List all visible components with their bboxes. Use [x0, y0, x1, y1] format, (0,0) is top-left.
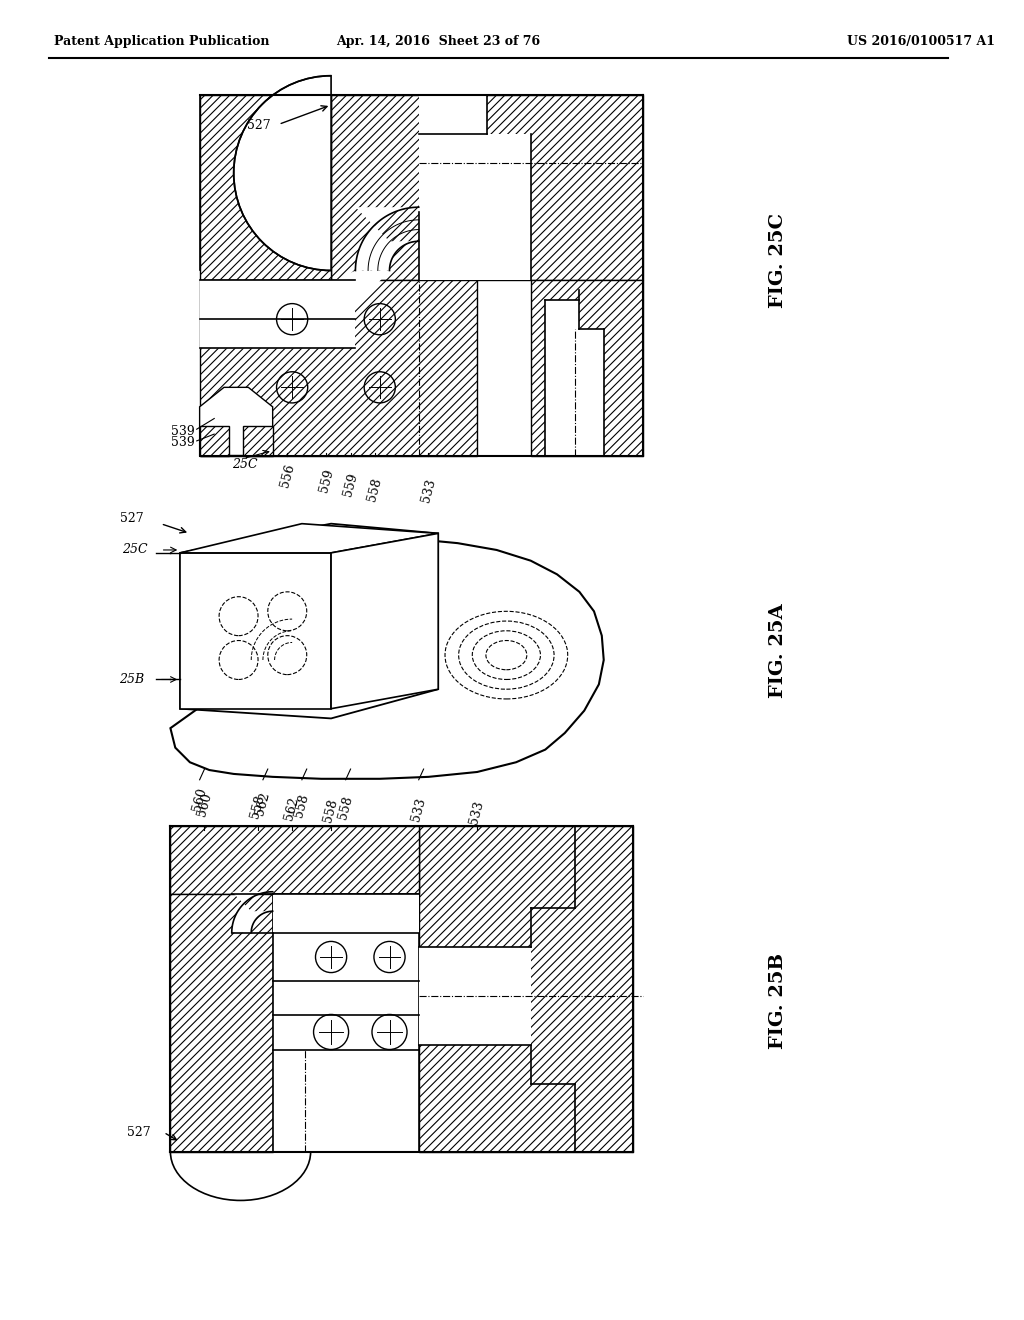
Text: 533: 533	[410, 796, 428, 822]
Text: 559: 559	[316, 467, 336, 494]
Polygon shape	[272, 894, 419, 933]
Polygon shape	[200, 280, 477, 455]
Text: 25C: 25C	[123, 544, 148, 557]
Text: FIG. 25B: FIG. 25B	[769, 953, 787, 1049]
Text: 527: 527	[247, 119, 270, 132]
Polygon shape	[355, 207, 419, 271]
Polygon shape	[200, 387, 272, 455]
Polygon shape	[180, 553, 331, 709]
Polygon shape	[200, 271, 389, 348]
Text: 560: 560	[196, 791, 214, 818]
Text: 556: 556	[278, 462, 297, 488]
Text: 558: 558	[336, 795, 355, 821]
Polygon shape	[331, 95, 643, 280]
Text: 527: 527	[127, 1126, 151, 1139]
Text: 560: 560	[190, 787, 209, 813]
Text: 558: 558	[322, 797, 340, 824]
Text: 25B: 25B	[119, 673, 144, 686]
Polygon shape	[170, 825, 419, 894]
Text: 562: 562	[283, 796, 301, 821]
Polygon shape	[200, 95, 331, 280]
Polygon shape	[272, 894, 419, 1152]
Text: 539: 539	[171, 425, 195, 438]
Polygon shape	[530, 280, 643, 455]
Polygon shape	[231, 892, 272, 933]
Polygon shape	[244, 426, 272, 455]
Polygon shape	[546, 300, 604, 455]
Polygon shape	[419, 95, 530, 280]
Text: 559: 559	[341, 473, 359, 498]
Text: FIG. 25C: FIG. 25C	[769, 214, 787, 309]
Polygon shape	[419, 825, 633, 1152]
Text: 25C: 25C	[231, 458, 257, 471]
Text: 558: 558	[293, 792, 311, 818]
Polygon shape	[170, 540, 604, 779]
Polygon shape	[180, 524, 438, 553]
Text: Patent Application Publication: Patent Application Publication	[53, 36, 269, 48]
Text: 539: 539	[171, 437, 195, 449]
Polygon shape	[419, 135, 530, 202]
Text: 558: 558	[366, 477, 384, 503]
Polygon shape	[170, 894, 272, 1152]
Text: 558: 558	[249, 793, 267, 820]
Text: US 2016/0100517 A1: US 2016/0100517 A1	[847, 36, 995, 48]
Text: 527: 527	[121, 512, 144, 525]
Text: FIG. 25A: FIG. 25A	[769, 603, 787, 697]
Text: Apr. 14, 2016  Sheet 23 of 76: Apr. 14, 2016 Sheet 23 of 76	[336, 36, 541, 48]
Polygon shape	[200, 280, 355, 348]
Polygon shape	[200, 426, 228, 455]
Polygon shape	[331, 533, 438, 709]
Polygon shape	[419, 948, 530, 1044]
Wedge shape	[233, 75, 331, 271]
Polygon shape	[180, 524, 438, 718]
Text: 533: 533	[468, 799, 486, 825]
Text: 533: 533	[419, 477, 438, 503]
Text: 562: 562	[254, 791, 272, 817]
